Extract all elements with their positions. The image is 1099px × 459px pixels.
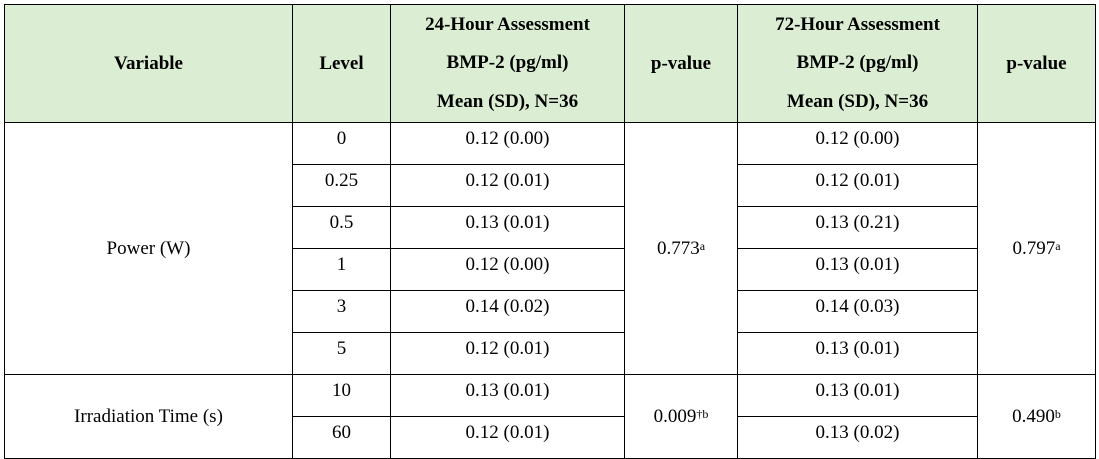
p-value-24h-irradiation-sup: †b <box>696 406 709 421</box>
mean-72h-cell: 0.14 (0.03) <box>737 290 978 333</box>
table-row: Irradiation Time (s) 10 0.13 (0.01) 0.00… <box>4 374 1096 459</box>
p-value-24h-power: 0.773a <box>624 122 738 375</box>
header-level: Level <box>292 4 391 123</box>
header-24h-line-2: BMP-2 (pg/ml) <box>446 52 569 74</box>
level-cell: 60 <box>292 416 391 459</box>
header-72h-line-3: Mean (SD), N=36 <box>786 90 929 112</box>
header-p-value-72h: p-value <box>977 4 1096 123</box>
header-24h-line-1: 24-Hour Assessment <box>425 13 590 35</box>
mean-24h-cell: 0.12 (0.01) <box>390 416 625 459</box>
header-24h: 24-Hour Assessment BMP-2 (pg/ml) Mean (S… <box>390 4 625 123</box>
table-row: 0.25 0.12 (0.01) 0.12 (0.01) <box>5 164 1096 207</box>
p-value-72h-power-sup: a <box>1055 238 1061 253</box>
header-72h-line-2: BMP-2 (pg/ml) <box>796 52 919 74</box>
table-row: 1 0.12 (0.00) 0.13 (0.01) <box>5 248 1096 291</box>
table-row: Power (W) 0 0.12 (0.00) 0.773a 0.12 (0.0… <box>4 122 1096 375</box>
p-value-24h-power-sup: a <box>699 238 706 253</box>
header-72h-line-1: 72-Hour Assessment <box>775 13 940 35</box>
table-row: 0.5 0.13 (0.01) 0.13 (0.21) <box>5 206 1096 249</box>
mean-72h-cell: 0.13 (0.21) <box>737 206 978 249</box>
mean-72h-cell: 0.13 (0.02) <box>737 416 978 459</box>
table-row: 3 0.14 (0.02) 0.14 (0.03) <box>5 290 1096 333</box>
p-value-72h-power-value: 0.797 <box>1012 237 1056 259</box>
level-cell: 0.5 <box>292 206 391 249</box>
results-table: Variable Level 24-Hour Assessment BMP-2 … <box>4 4 1096 459</box>
variable-power: Power (W) <box>4 122 293 375</box>
level-cell: 3 <box>292 290 391 333</box>
mean-72h-cell: 0.13 (0.01) <box>737 248 978 291</box>
mean-24h-cell: 0.13 (0.01) <box>390 374 625 417</box>
mean-24h-cell: 0.12 (0.01) <box>390 164 625 207</box>
header-72h: 72-Hour Assessment BMP-2 (pg/ml) Mean (S… <box>737 4 978 123</box>
mean-24h-cell: 0.12 (0.00) <box>390 248 625 291</box>
mean-24h-cell: 0.12 (0.00) <box>390 122 625 165</box>
header-variable: Variable <box>4 4 293 123</box>
level-cell: 0.25 <box>292 164 391 207</box>
level-cell: 1 <box>292 248 391 291</box>
p-value-24h-power-value: 0.773 <box>656 237 700 259</box>
header-p-value-24h: p-value <box>624 4 738 123</box>
p-value-72h-power: 0.797a <box>977 122 1096 375</box>
mean-24h-cell: 0.14 (0.02) <box>390 290 625 333</box>
level-cell: 10 <box>292 374 391 417</box>
mean-72h-cell: 0.12 (0.00) <box>737 122 978 165</box>
p-value-72h-irradiation-value: 0.490 <box>1012 405 1055 427</box>
header-row: Variable Level 24-Hour Assessment BMP-2 … <box>4 4 1096 123</box>
mean-24h-cell: 0.12 (0.01) <box>390 332 625 375</box>
p-value-24h-irradiation-value: 0.009 <box>653 405 697 427</box>
p-value-24h-irradiation: 0.009†b <box>624 374 738 459</box>
mean-72h-cell: 0.12 (0.01) <box>737 164 978 207</box>
mean-72h-cell: 0.13 (0.01) <box>737 374 978 417</box>
variable-irradiation-time: Irradiation Time (s) <box>4 374 293 459</box>
level-cell: 0 <box>292 122 391 165</box>
mean-24h-cell: 0.13 (0.01) <box>390 206 625 249</box>
level-cell: 5 <box>292 332 391 375</box>
table-row: 5 0.12 (0.01) 0.13 (0.01) <box>5 332 1096 375</box>
header-24h-line-3: Mean (SD), N=36 <box>436 90 579 112</box>
p-value-72h-irradiation-sup: b <box>1054 406 1061 421</box>
p-value-72h-irradiation: 0.490b <box>977 374 1096 459</box>
mean-72h-cell: 0.13 (0.01) <box>737 332 978 375</box>
